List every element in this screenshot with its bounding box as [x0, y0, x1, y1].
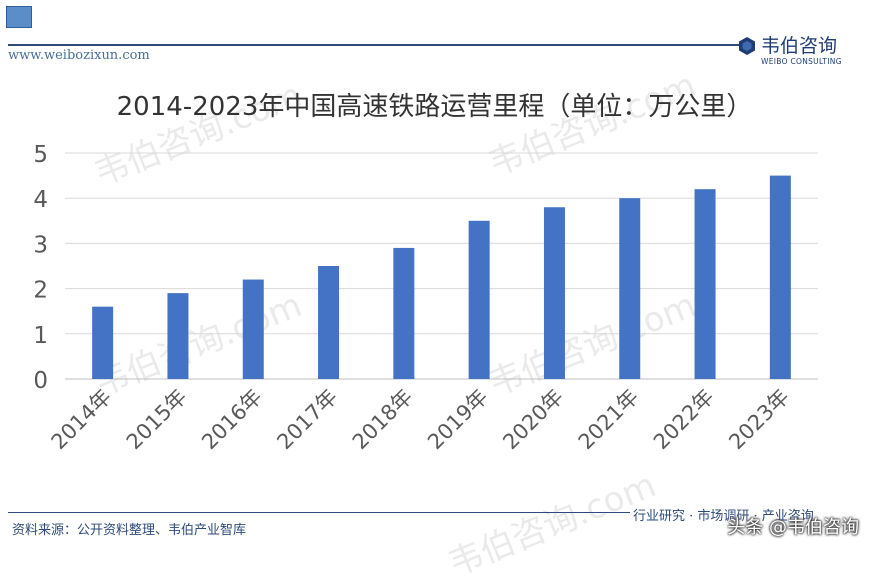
bar: [242, 279, 264, 379]
x-tick-label: 2015年: [122, 385, 192, 455]
y-tick-label: 0: [33, 368, 48, 394]
bar: [543, 207, 565, 379]
y-tick-label: 4: [33, 187, 48, 213]
y-tick-label: 1: [33, 323, 48, 349]
bar: [468, 220, 490, 379]
footer-slogan: 行业研究 · 市场调研 · 产业咨询: [633, 509, 814, 524]
x-tick-label: 2020年: [498, 385, 568, 455]
x-tick-label: 2014年: [47, 385, 117, 455]
bar: [318, 266, 340, 379]
x-tick-label: 2021年: [574, 385, 644, 455]
y-tick-label: 2: [33, 278, 48, 304]
x-tick-label: 2016年: [197, 385, 267, 455]
brand-name-en: WEIBO CONSULTING: [761, 57, 842, 66]
bar: [619, 198, 641, 379]
hexagon-logo-icon: [739, 37, 755, 55]
bar-chart: 0 1 2 3 4 5 2014年 2015年 2016年 2017年 2018年 2019年 2020…: [33, 142, 818, 455]
bar: [393, 247, 415, 379]
footer-rule: [8, 512, 630, 513]
x-tick-label: 2023年: [724, 385, 794, 455]
brand-name: 韦伯咨询: [761, 35, 838, 57]
bar: [694, 189, 716, 379]
bar: [92, 306, 114, 379]
y-tick-label: 3: [33, 232, 48, 258]
x-tick-label: 2018年: [348, 385, 418, 455]
site-url: www.weibozixun.com: [8, 48, 150, 63]
corner-decoration: [6, 6, 32, 28]
bar: [167, 293, 189, 379]
x-tick-label: 2019年: [423, 385, 493, 455]
y-tick-label: 5: [33, 142, 48, 168]
source-note: 资料来源：公开资料整理、韦伯产业智库: [12, 523, 247, 538]
author-credit: 头条 @韦伯咨询: [727, 517, 859, 538]
x-tick-label: 2017年: [272, 385, 342, 455]
chart-title: 2014-2023年中国高速铁路运营里程（单位：万公里）: [116, 92, 753, 122]
x-tick-label: 2022年: [649, 385, 719, 455]
bar: [769, 175, 791, 379]
header-rule: [8, 44, 743, 46]
